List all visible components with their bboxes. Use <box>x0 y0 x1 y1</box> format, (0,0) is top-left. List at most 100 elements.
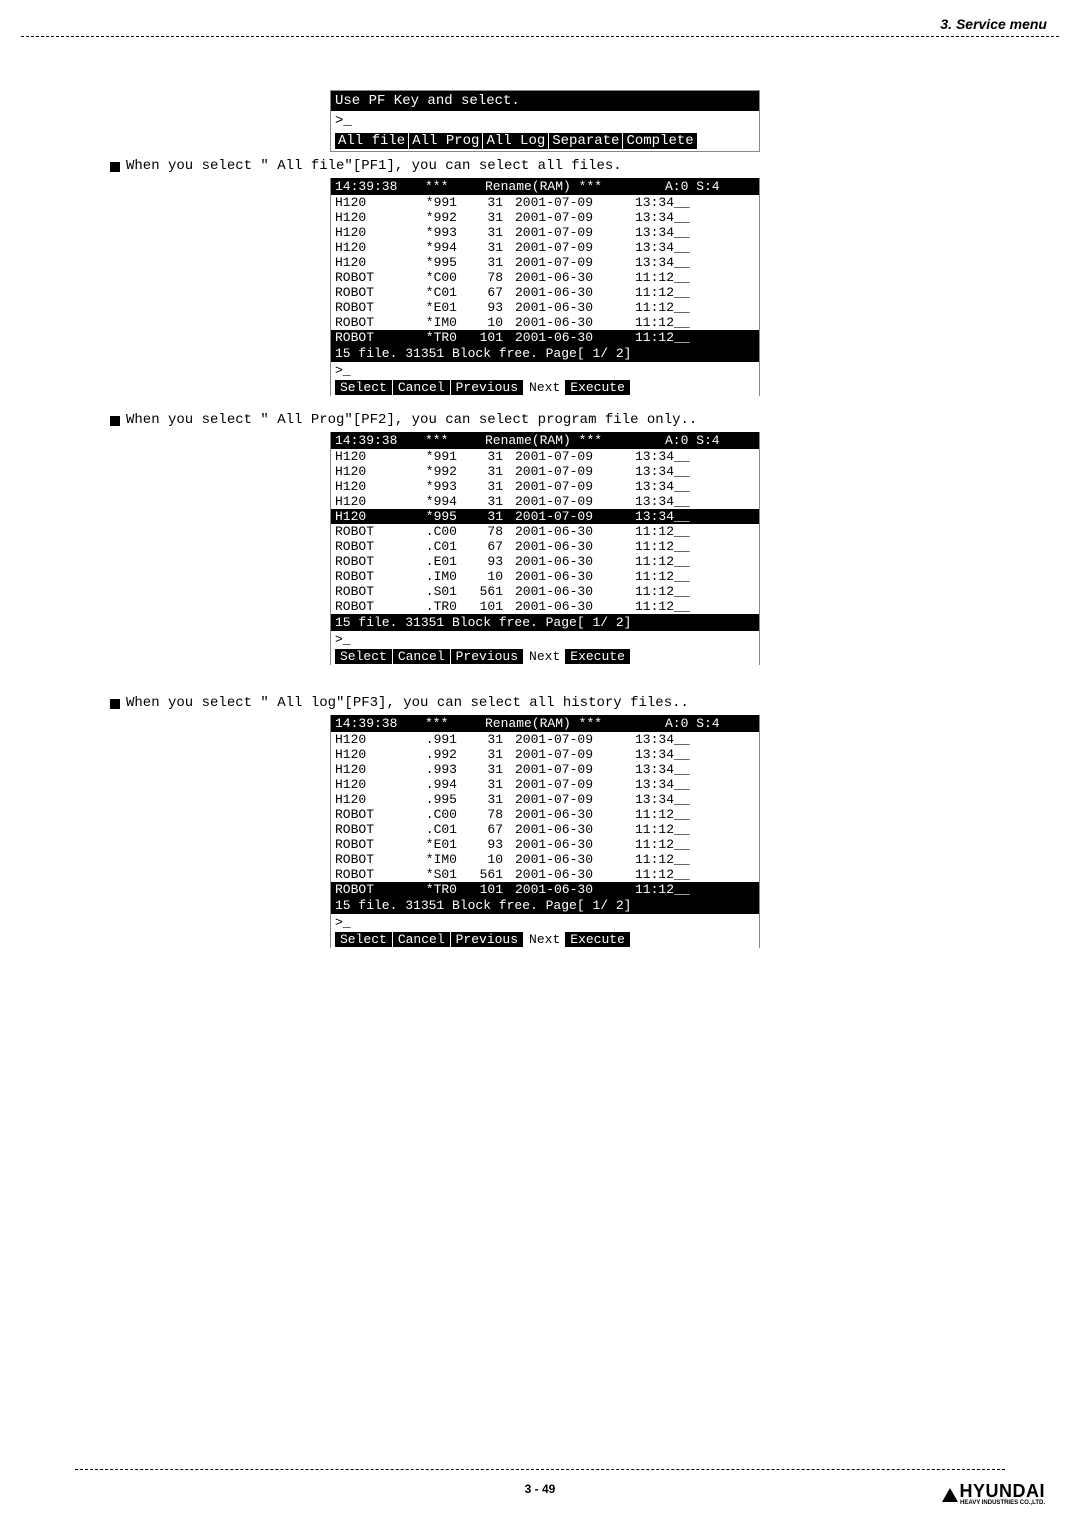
table-row[interactable]: ROBOT*E01932001-06-3011:12__ <box>331 300 759 315</box>
pf-key-panel: Use PF Key and select. >_ All fileAll Pr… <box>330 90 760 152</box>
logo-triangle-icon <box>942 1488 958 1502</box>
table-row[interactable]: H120*991312001-07-0913:34__ <box>331 449 759 464</box>
btn-cancel[interactable]: Cancel <box>393 380 450 395</box>
btn-next[interactable]: Next <box>524 932 565 947</box>
header-dash-line <box>21 36 1059 37</box>
th-time: 14:39:38 <box>335 433 425 448</box>
btn-execute[interactable]: Execute <box>565 380 630 395</box>
page-header: 3. Service menu <box>940 16 1047 32</box>
table-row[interactable]: ROBOT*C01672001-06-3011:12__ <box>331 285 759 300</box>
table-row[interactable]: H120*991312001-07-0913:34__ <box>331 195 759 210</box>
th-title: Rename(RAM) *** <box>485 179 665 194</box>
table-prompt: >_ <box>331 362 759 379</box>
table-row[interactable]: ROBOT.C00782001-06-3011:12__ <box>331 524 759 539</box>
btn-execute[interactable]: Execute <box>565 649 630 664</box>
table-row[interactable]: ROBOT.E01932001-06-3011:12__ <box>331 554 759 569</box>
pf-btn-separate[interactable]: Separate <box>549 133 622 149</box>
th-suffix: A:0 S:4 <box>665 433 755 448</box>
btn-previous[interactable]: Previous <box>451 932 523 947</box>
note-all-file: When you select " All file"[PF1], you ca… <box>110 158 1060 174</box>
th-title: Rename(RAM) *** <box>485 716 665 731</box>
table-header: 14:39:38 *** Rename(RAM) *** A:0 S:4 <box>331 178 759 195</box>
bullet-icon <box>110 162 120 172</box>
note-all-prog: When you select " All Prog"[PF2], you ca… <box>110 412 1060 428</box>
pf-buttons-row: All fileAll ProgAll LogSeparateComplete <box>331 131 759 151</box>
pf-btn-complete[interactable]: Complete <box>623 133 696 149</box>
table-row[interactable]: H120*993312001-07-0913:34__ <box>331 479 759 494</box>
table-row[interactable]: H120.994312001-07-0913:34__ <box>331 777 759 792</box>
table-all-log: 14:39:38 *** Rename(RAM) *** A:0 S:4 H12… <box>330 715 760 948</box>
table-status: 15 file. 31351 Block free. Page[ 1/ 2] <box>331 614 759 631</box>
table-status: 15 file. 31351 Block free. Page[ 1/ 2] <box>331 345 759 362</box>
table-row[interactable]: ROBOT*IM0102001-06-3011:12__ <box>331 852 759 867</box>
btn-cancel[interactable]: Cancel <box>393 649 450 664</box>
table-row[interactable]: H120*992312001-07-0913:34__ <box>331 210 759 225</box>
table-row[interactable]: H120.991312001-07-0913:34__ <box>331 732 759 747</box>
table-buttons: SelectCancelPreviousNextExecute <box>331 379 759 396</box>
table-header: 14:39:38 *** Rename(RAM) *** A:0 S:4 <box>331 432 759 449</box>
table-row[interactable]: H120*993312001-07-0913:34__ <box>331 225 759 240</box>
th-stars: *** <box>425 179 485 194</box>
btn-next[interactable]: Next <box>524 649 565 664</box>
table-prompt: >_ <box>331 914 759 931</box>
th-time: 14:39:38 <box>335 179 425 194</box>
note-text: When you select " All log"[PF3], you can… <box>126 695 689 711</box>
table-row[interactable]: ROBOT*IM0102001-06-3011:12__ <box>331 315 759 330</box>
hyundai-logo: HYUNDAI HEAVY INDUSTRIES CO.,LTD. <box>942 1481 1045 1506</box>
table-all-prog: 14:39:38 *** Rename(RAM) *** A:0 S:4 H12… <box>330 432 760 665</box>
table-buttons: SelectCancelPreviousNextExecute <box>331 648 759 665</box>
btn-next[interactable]: Next <box>524 380 565 395</box>
table-all-file: 14:39:38 *** Rename(RAM) *** A:0 S:4 H12… <box>330 178 760 396</box>
bullet-icon <box>110 416 120 426</box>
table-row[interactable]: ROBOT*TR01012001-06-3011:12__ <box>331 330 759 345</box>
pf-btn-all-prog[interactable]: All Prog <box>409 133 482 149</box>
table-row[interactable]: ROBOT*S015612001-06-3011:12__ <box>331 867 759 882</box>
logo-text: HYUNDAI <box>959 1481 1045 1501</box>
table-row[interactable]: ROBOT*TR01012001-06-3011:12__ <box>331 882 759 897</box>
btn-previous[interactable]: Previous <box>451 380 523 395</box>
note-text: When you select " All file"[PF1], you ca… <box>126 158 622 174</box>
table-row[interactable]: ROBOT.S015612001-06-3011:12__ <box>331 584 759 599</box>
table-buttons: SelectCancelPreviousNextExecute <box>331 931 759 948</box>
pf-prompt: >_ <box>331 111 759 131</box>
btn-select[interactable]: Select <box>335 380 392 395</box>
th-suffix: A:0 S:4 <box>665 179 755 194</box>
btn-previous[interactable]: Previous <box>451 649 523 664</box>
table-row[interactable]: H120.992312001-07-0913:34__ <box>331 747 759 762</box>
table-row[interactable]: H120*992312001-07-0913:34__ <box>331 464 759 479</box>
table-row[interactable]: ROBOT*C00782001-06-3011:12__ <box>331 270 759 285</box>
th-suffix: A:0 S:4 <box>665 716 755 731</box>
table-header: 14:39:38 *** Rename(RAM) *** A:0 S:4 <box>331 715 759 732</box>
footer-dash-line <box>75 1469 1005 1470</box>
pf-btn-all-log[interactable]: All Log <box>483 133 548 149</box>
table-row[interactable]: ROBOT.C00782001-06-3011:12__ <box>331 807 759 822</box>
btn-select[interactable]: Select <box>335 932 392 947</box>
table-row[interactable]: H120.995312001-07-0913:34__ <box>331 792 759 807</box>
table-row[interactable]: ROBOT.C01672001-06-3011:12__ <box>331 539 759 554</box>
table-row[interactable]: H120*994312001-07-0913:34__ <box>331 494 759 509</box>
table-row[interactable]: ROBOT*E01932001-06-3011:12__ <box>331 837 759 852</box>
note-all-log: When you select " All log"[PF3], you can… <box>110 695 1060 711</box>
table-row[interactable]: H120*994312001-07-0913:34__ <box>331 240 759 255</box>
table-row[interactable]: ROBOT.IM0102001-06-3011:12__ <box>331 569 759 584</box>
table-row[interactable]: ROBOT.C01672001-06-3011:12__ <box>331 822 759 837</box>
table-row[interactable]: ROBOT.TR01012001-06-3011:12__ <box>331 599 759 614</box>
table-row[interactable]: H120*995312001-07-0913:34__ <box>331 255 759 270</box>
table-status: 15 file. 31351 Block free. Page[ 1/ 2] <box>331 897 759 914</box>
th-stars: *** <box>425 433 485 448</box>
btn-execute[interactable]: Execute <box>565 932 630 947</box>
pf-btn-all-file[interactable]: All file <box>335 133 408 149</box>
note-text: When you select " All Prog"[PF2], you ca… <box>126 412 697 428</box>
th-time: 14:39:38 <box>335 716 425 731</box>
btn-select[interactable]: Select <box>335 649 392 664</box>
table-prompt: >_ <box>331 631 759 648</box>
table-row[interactable]: H120*995312001-07-0913:34__ <box>331 509 759 524</box>
btn-cancel[interactable]: Cancel <box>393 932 450 947</box>
th-title: Rename(RAM) *** <box>485 433 665 448</box>
bullet-icon <box>110 699 120 709</box>
content: Use PF Key and select. >_ All fileAll Pr… <box>20 90 1060 964</box>
th-stars: *** <box>425 716 485 731</box>
page-number: 3 - 49 <box>0 1482 1080 1496</box>
table-row[interactable]: H120.993312001-07-0913:34__ <box>331 762 759 777</box>
pf-instruction: Use PF Key and select. <box>331 91 759 111</box>
